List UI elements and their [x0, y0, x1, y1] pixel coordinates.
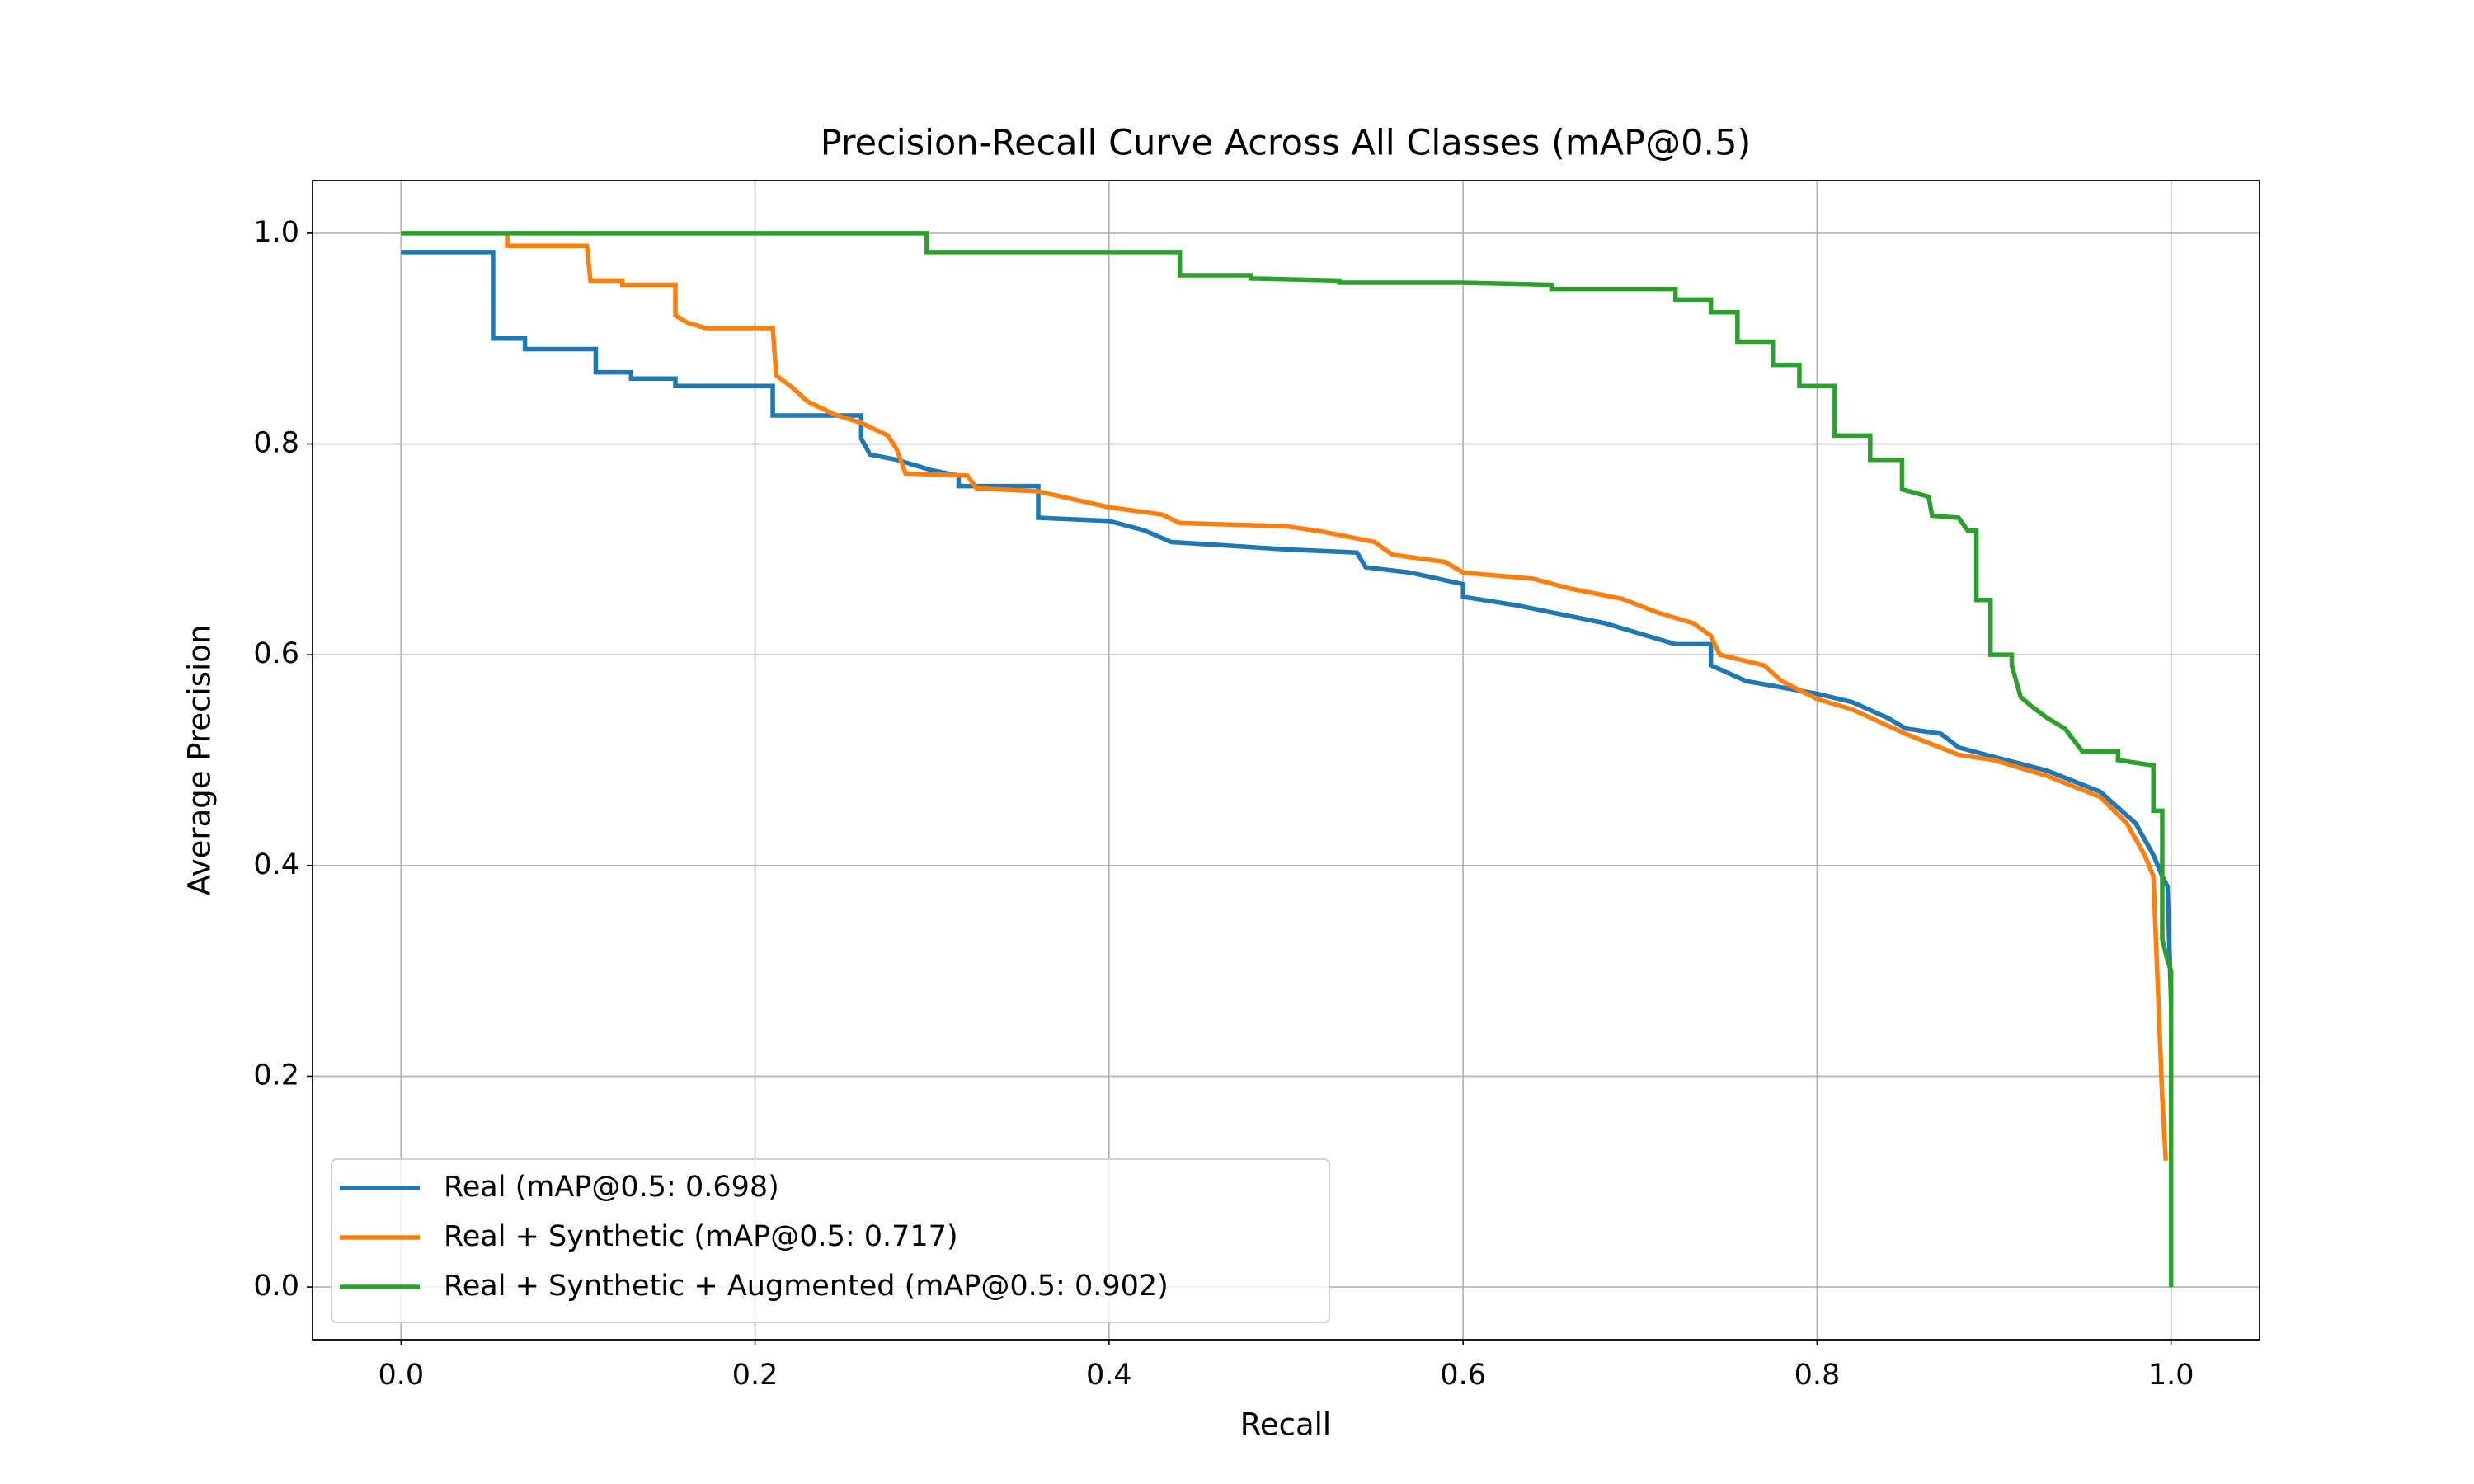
chart-title: Precision-Recall Curve Across All Classe…: [821, 123, 1751, 164]
y-tick-label: 0.4: [253, 848, 299, 881]
y-tick-label: 1.0: [253, 216, 299, 249]
y-tick-label: 0.0: [253, 1270, 299, 1303]
y-tick-label: 0.8: [253, 427, 299, 460]
y-tick-label: 0.6: [253, 637, 299, 670]
legend-label: Real (mAP@0.5: 0.698): [444, 1171, 779, 1204]
x-tick-label: 0.4: [1086, 1359, 1132, 1392]
legend: Real (mAP@0.5: 0.698) Real + Synthetic (m…: [331, 1158, 1330, 1323]
x-tick-label: 0.6: [1440, 1359, 1486, 1392]
plot-frame: [312, 180, 2260, 1341]
y-axis-label: Average Precision: [182, 625, 218, 896]
legend-box: [331, 1158, 1330, 1323]
y-tick-label: 0.2: [253, 1059, 299, 1092]
series-line: [401, 231, 2174, 1288]
x-tick-label: 1.0: [2148, 1359, 2194, 1392]
series-line: [401, 250, 2174, 1003]
legend-label: Real + Synthetic (mAP@0.5: 0.717): [444, 1220, 958, 1253]
legend-label: Real + Synthetic + Augmented (mAP@0.5: 0…: [444, 1270, 1169, 1303]
series-line: [505, 232, 2168, 1161]
x-axis-label: Recall: [1240, 1407, 1331, 1443]
x-tick-label: 0.8: [1794, 1359, 1841, 1392]
x-tick-label: 0.0: [378, 1359, 424, 1392]
x-tick-label: 0.2: [732, 1359, 778, 1392]
